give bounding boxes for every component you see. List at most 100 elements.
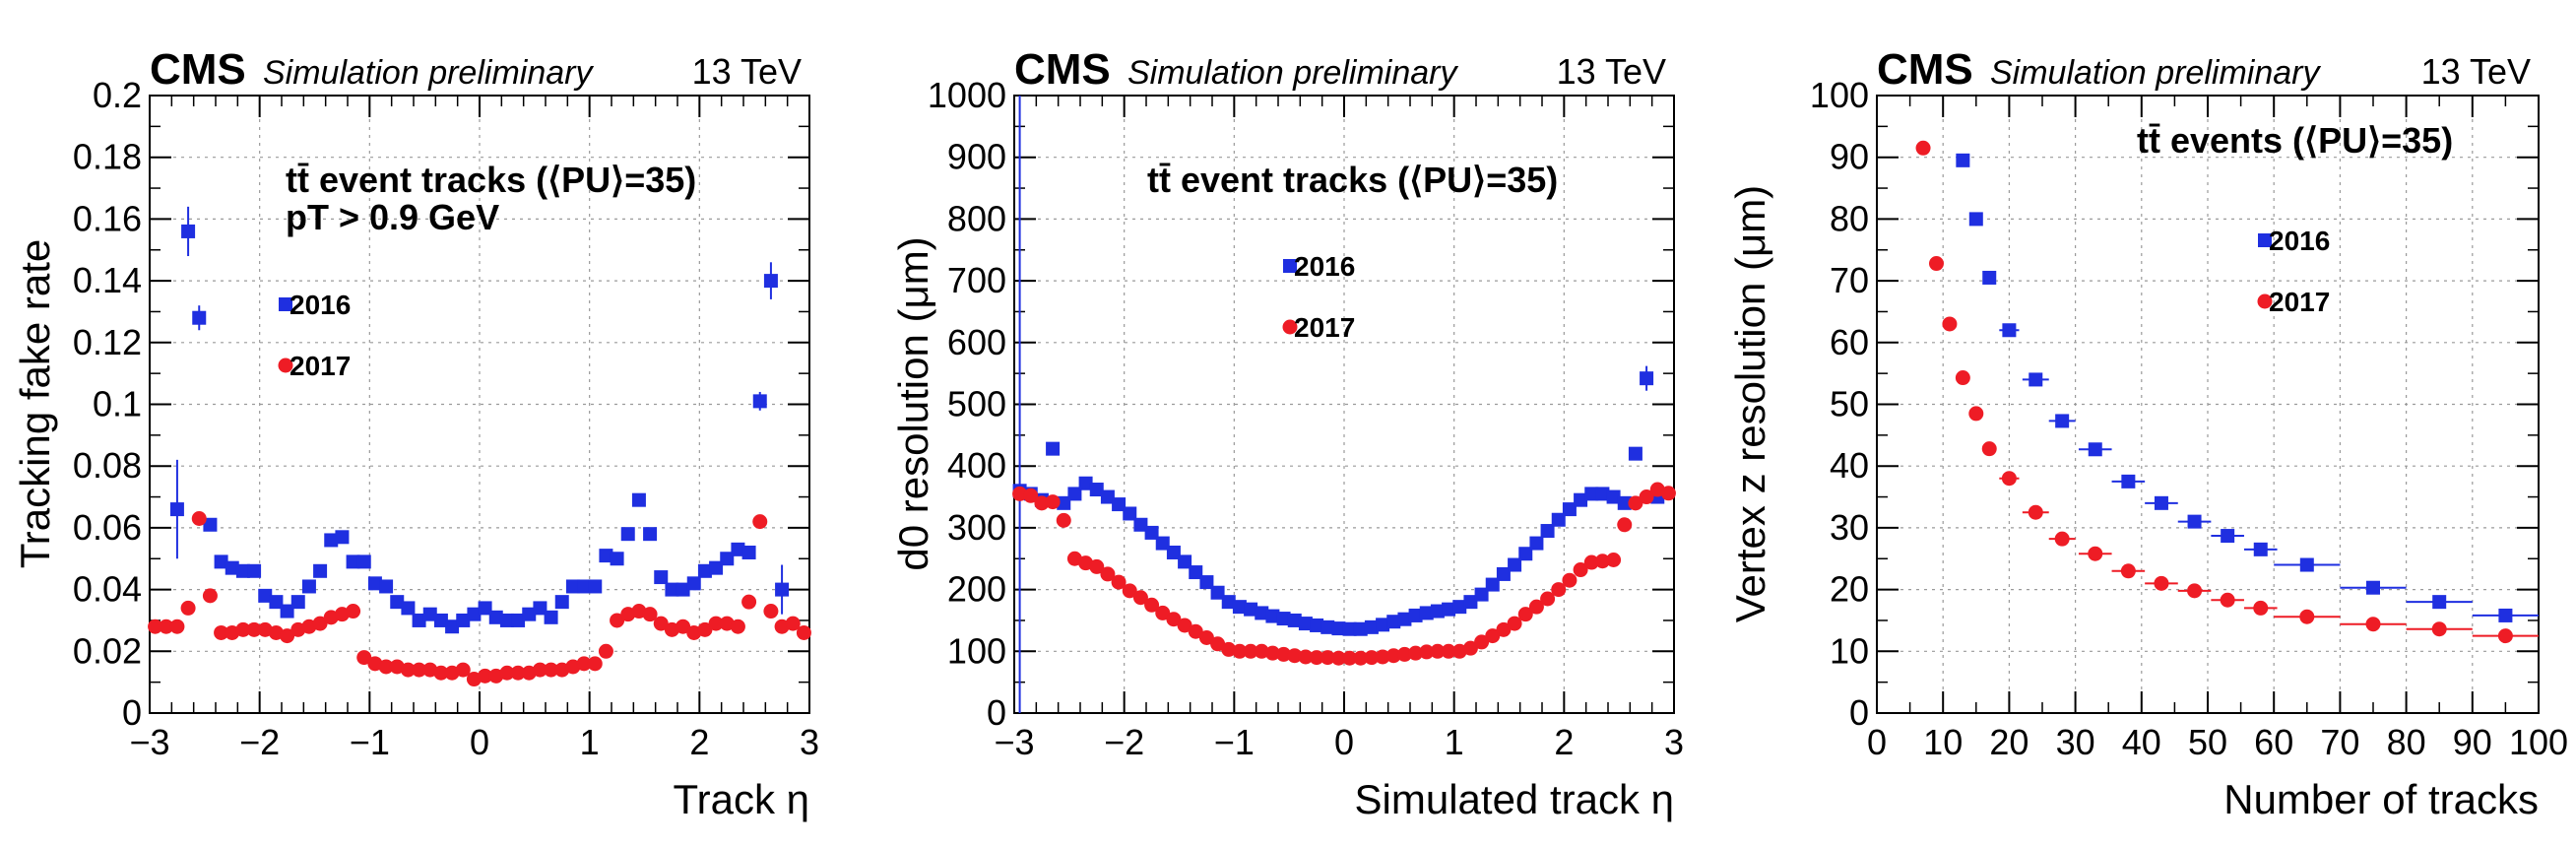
- data-point-circle: [1419, 644, 1435, 660]
- legend-marker: [1282, 319, 1298, 335]
- data-point-circle: [676, 619, 691, 634]
- energy-label: 13 TeV: [2421, 51, 2531, 92]
- data-point-circle: [1122, 583, 1137, 599]
- data-point-circle: [1606, 553, 1622, 568]
- data-point-circle: [708, 616, 724, 631]
- data-point-circle: [433, 665, 449, 681]
- data-point-circle: [1396, 646, 1412, 662]
- annotation-text: tt̄ event tracks (⟨PU⟩=35): [1147, 160, 1558, 200]
- data-point-square: [1123, 506, 1137, 521]
- y-tick-label: 400: [947, 445, 1006, 486]
- legend-entry-2017: 2017: [2257, 287, 2330, 317]
- x-axis-title: Number of tracks: [2223, 776, 2539, 822]
- cms-label: CMS: [1014, 45, 1111, 94]
- data-point-circle: [1617, 517, 1633, 533]
- data-point-square: [1968, 212, 1983, 227]
- data-point-square: [1166, 545, 1181, 559]
- data-point-square: [1595, 487, 1610, 501]
- data-point-square: [1221, 595, 1236, 610]
- data-point-circle: [455, 662, 471, 678]
- data-point-circle: [1264, 645, 1280, 661]
- x-tick-label: 0: [1334, 722, 1354, 762]
- data-point-square: [631, 492, 646, 507]
- data-point-circle: [653, 616, 669, 631]
- data-point-square: [1508, 557, 1522, 572]
- data-point-square: [1298, 617, 1313, 631]
- data-point-square: [235, 563, 250, 578]
- data-point-square: [686, 576, 701, 591]
- x-tick-label: −3: [129, 722, 169, 762]
- data-point-square: [1540, 524, 1555, 539]
- data-point-circle: [191, 510, 207, 526]
- data-point-circle: [1111, 574, 1127, 590]
- series-2017: [1915, 140, 2539, 644]
- data-point-circle: [1342, 650, 1358, 666]
- annotation-text: pT > 0.9 GeV: [286, 197, 499, 237]
- data-point-circle: [1287, 648, 1303, 664]
- data-point-circle: [1364, 650, 1380, 666]
- legend-entry-2016: 2016: [279, 290, 351, 320]
- legend-marker: [2257, 293, 2273, 309]
- y-tick-label: 0: [987, 692, 1006, 733]
- legend-label: 2017: [2269, 287, 2330, 317]
- data-point-circle: [741, 594, 757, 610]
- data-point-square: [1199, 575, 1214, 590]
- data-point-square: [346, 554, 360, 569]
- data-point-circle: [1100, 566, 1116, 582]
- data-point-circle: [763, 604, 779, 619]
- data-point-circle: [1628, 495, 1643, 511]
- legend-entry-2016: 2016: [1283, 251, 1355, 282]
- data-point-circle: [1045, 494, 1061, 510]
- x-tick-label: 30: [2056, 722, 2095, 762]
- x-tick-label: 3: [1664, 722, 1684, 762]
- data-point-circle: [159, 619, 174, 634]
- x-tick-label: 70: [2320, 722, 2359, 762]
- data-point-circle: [785, 616, 801, 631]
- data-point-circle: [1089, 558, 1105, 574]
- data-point-square: [1255, 606, 1269, 620]
- data-point-square: [1265, 609, 1280, 623]
- data-point-square: [1982, 270, 1997, 285]
- data-point-square: [1100, 489, 1115, 504]
- energy-label: 13 TeV: [1557, 51, 1666, 92]
- data-point-circle: [246, 621, 262, 637]
- data-point-square: [1057, 495, 1071, 510]
- data-point-square: [1310, 618, 1324, 632]
- series-2016: [1956, 153, 2539, 622]
- data-point-circle: [1981, 441, 1997, 457]
- data-point-square: [192, 310, 207, 325]
- data-point-square: [1089, 483, 1104, 497]
- data-point-circle: [1441, 643, 1456, 659]
- data-point-circle: [2299, 609, 2315, 624]
- data-point-square: [544, 610, 558, 624]
- data-point-circle: [1474, 634, 1490, 650]
- y-tick-label: 0.04: [73, 569, 142, 610]
- data-point-square: [390, 595, 405, 610]
- data-point-circle: [1540, 591, 1556, 607]
- data-point-circle: [202, 588, 218, 604]
- y-tick-label: 600: [947, 322, 1006, 362]
- data-point-circle: [1583, 554, 1599, 570]
- data-point-circle: [1276, 646, 1292, 662]
- y-tick-label: 0.18: [73, 137, 142, 177]
- annotation-text: tt̄ events (⟨PU⟩=35): [2137, 120, 2453, 161]
- data-point-circle: [796, 624, 811, 640]
- data-point-square: [1144, 525, 1159, 540]
- x-tick-label: 3: [800, 722, 819, 762]
- data-point-square: [467, 607, 482, 621]
- x-tick-label: −2: [1104, 722, 1144, 762]
- data-point-square: [1551, 512, 1566, 527]
- data-point-square: [720, 552, 735, 566]
- data-point-square: [456, 613, 471, 627]
- y-tick-label: 0.12: [73, 322, 142, 362]
- data-point-square: [588, 579, 603, 594]
- data-point-circle: [1955, 370, 1970, 386]
- data-point-square: [1331, 621, 1346, 636]
- data-point-square: [422, 607, 437, 621]
- data-point-square: [610, 552, 624, 566]
- data-point-circle: [2154, 575, 2169, 591]
- data-point-circle: [1023, 488, 1039, 503]
- data-point-square: [1529, 536, 1544, 551]
- data-point-square: [577, 579, 592, 594]
